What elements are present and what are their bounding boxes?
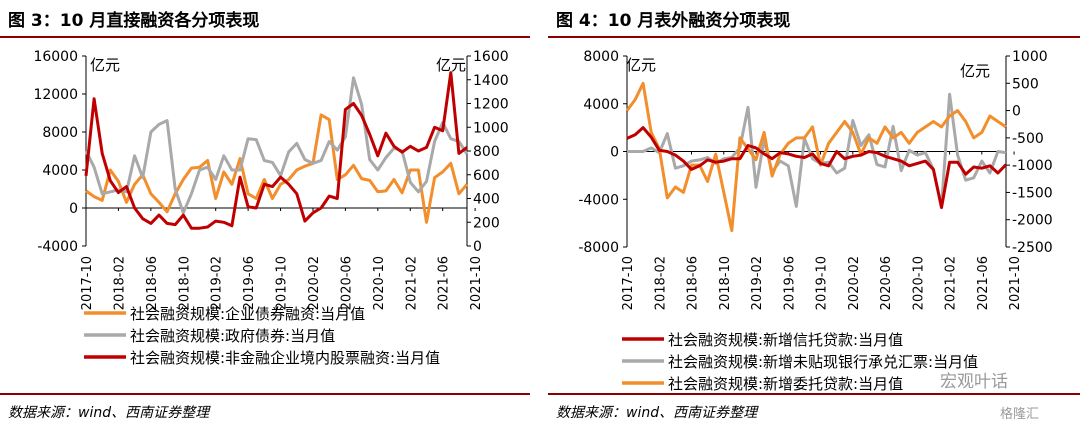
fig3-x-tick-label: 2019-02 <box>210 256 225 310</box>
fig4-series-line-2 <box>627 92 1007 208</box>
fig4-left-unit: 亿元 <box>626 56 656 74</box>
figure-3-panel: 图 3：10 月直接融资各分项表现 -4000 0 4000 8000 12000 160… <box>0 0 530 426</box>
fig3-right-tick-label: 600 <box>473 168 500 184</box>
fig4-left-tick-label: 4000 <box>583 97 619 113</box>
fig3-right-tick-label: 800 <box>473 144 500 160</box>
fig4-left-tick-label: -8000 <box>578 240 619 256</box>
fig3-left-tick-label: 12000 <box>33 87 78 103</box>
fig4-x-tick-label: 2021-06 <box>976 256 991 310</box>
title-rule <box>548 36 1080 38</box>
fig3-legend-label: 社会融资规模:政府债券:当月值 <box>130 327 335 345</box>
fig3-left-unit: 亿元 <box>90 56 120 74</box>
fig3-x-tick-label: 2020-06 <box>339 256 354 310</box>
fig3-x-tick-label: 2021-10 <box>469 256 484 310</box>
fig3-x-tick-label: 2017-10 <box>80 256 95 310</box>
fig3-x-tick-label: 2020-02 <box>307 256 322 310</box>
fig4-x-tick-label: 2021-02 <box>944 256 959 310</box>
fig4-right-tick-label: -500 <box>1012 131 1044 147</box>
fig3-left-tick-label: -4000 <box>37 239 78 255</box>
fig4-right-tick-label: 500 <box>1012 76 1039 92</box>
fig3-series-line-1 <box>85 113 469 224</box>
title-rule <box>0 36 530 38</box>
figure-4-panel: 图 4：10 月表外融资分项表现 -8000 -4000 0 4000 8000 -250… <box>548 0 1080 426</box>
fig3-right-tick-label: 400 <box>473 192 500 208</box>
fig3-x-tick-label: 2021-02 <box>404 256 419 310</box>
fig4-legend-label: 社会融资规模:新增未贴现银行承兑汇票:当月值 <box>668 353 978 371</box>
fig4-x-tick-label: 2020-10 <box>911 256 926 310</box>
figure-3-source: 数据来源：wind、西南证券整理 <box>8 405 210 421</box>
fig4-left-tick-label: 0 <box>610 145 619 161</box>
fig3-right-tick-label: 1400 <box>473 73 509 89</box>
fig3-x-tick-label: 2018-02 <box>112 256 127 310</box>
figure-4-source: 数据来源：wind、西南证券整理 <box>556 405 758 421</box>
fig4-right-tick-label: 1000 <box>1012 49 1048 65</box>
fig3-right-tick-label: 200 <box>473 215 500 231</box>
fig4-x-tick-label: 2019-06 <box>782 256 797 310</box>
fig4-x-tick-label: 2017-10 <box>621 256 636 310</box>
watermark-logo-text: 格隆汇 <box>1000 407 1040 422</box>
fig3-x-tick-label: 2020-10 <box>372 256 387 310</box>
bottom-rule <box>0 393 530 395</box>
fig3-legend-label: 社会融资规模:企业债券融资:当月值 <box>130 305 365 323</box>
figure-4-title: 图 4：10 月表外融资分项表现 <box>556 11 791 31</box>
fig3-right-unit: 亿元 <box>436 56 466 74</box>
fig4-right-tick-label: -2000 <box>1012 213 1053 229</box>
fig3-right-tick-label: 0 <box>473 239 482 255</box>
fig4-right-tick-label: -1000 <box>1012 158 1053 174</box>
fig4-axes: -8000 -4000 0 4000 8000 -2500 -2000 -1500 -1000 -… <box>578 49 1052 310</box>
fig3-x-tick-label: 2018-10 <box>177 256 192 310</box>
figure-3-title: 图 3：10 月直接融资各分项表现 <box>8 11 260 31</box>
fig3-x-tick-label: 2021-06 <box>437 256 452 310</box>
figure-3-chart: -4000 0 4000 8000 12000 16000 0 200 400 600 800 100… <box>33 49 508 367</box>
fig3-right-tick-label: 1000 <box>473 120 509 136</box>
fig3-x-tick-label: 2018-06 <box>145 256 160 310</box>
fig3-right-tick-label: 1200 <box>473 97 509 113</box>
fig4-x-tick-label: 2018-06 <box>686 256 701 310</box>
fig4-x-tick-label: 2020-06 <box>879 256 894 310</box>
fig4-x-tick-label: 2020-02 <box>847 256 862 310</box>
fig3-axes: -4000 0 4000 8000 12000 16000 0 200 400 600 800 100… <box>33 49 508 310</box>
fig3-left-tick-label: 8000 <box>42 125 78 141</box>
fig4-right-unit: 亿元 <box>960 62 990 80</box>
fig4-right-tick-label: 0 <box>1012 104 1021 120</box>
fig4-x-tick-label: 2018-02 <box>653 256 668 310</box>
fig3-legend-label: 社会融资规模:非金融企业境内股票融资:当月值 <box>130 349 440 367</box>
fig4-x-tick-label: 2021-10 <box>1008 256 1023 310</box>
fig3-left-tick-label: 0 <box>69 201 78 217</box>
watermark-text: 宏观叶话 <box>940 372 1008 392</box>
fig3-x-tick-label: 2019-10 <box>275 256 290 310</box>
fig3-left-tick-label: 16000 <box>33 49 78 65</box>
fig4-x-tick-label: 2019-02 <box>750 256 765 310</box>
fig4-series-line-1 <box>626 126 1008 210</box>
fig4-right-tick-label: -2500 <box>1012 240 1053 256</box>
fig4-x-tick-label: 2019-10 <box>815 256 830 310</box>
fig3-series-line-2 <box>84 76 469 215</box>
fig4-right-tick-label: -1500 <box>1012 185 1053 201</box>
bottom-rule <box>548 393 1080 395</box>
figure-4-chart: -8000 -4000 0 4000 8000 -2500 -2000 -1500 -1000 -… <box>578 49 1052 393</box>
fig4-x-tick-label: 2018-10 <box>718 256 733 310</box>
fig4-left-tick-label: 8000 <box>583 49 619 65</box>
fig4-left-tick-label: -4000 <box>578 192 619 208</box>
fig3-right-tick-label: 1600 <box>473 49 509 65</box>
fig3-series-line-3 <box>84 71 468 230</box>
fig3-left-tick-label: 4000 <box>42 163 78 179</box>
fig4-legend-label: 社会融资规模:新增委托贷款:当月值 <box>668 375 903 393</box>
fig3-legend: 社会融资规模:企业债券融资:当月值社会融资规模:政府债券:当月值社会融资规模:非… <box>84 305 440 367</box>
fig4-legend-label: 社会融资规模:新增信托贷款:当月值 <box>668 331 903 349</box>
fig4-legend: 社会融资规模:新增信托贷款:当月值社会融资规模:新增未贴现银行承兑汇票:当月值社… <box>622 331 978 393</box>
fig3-x-tick-label: 2019-06 <box>242 256 257 310</box>
